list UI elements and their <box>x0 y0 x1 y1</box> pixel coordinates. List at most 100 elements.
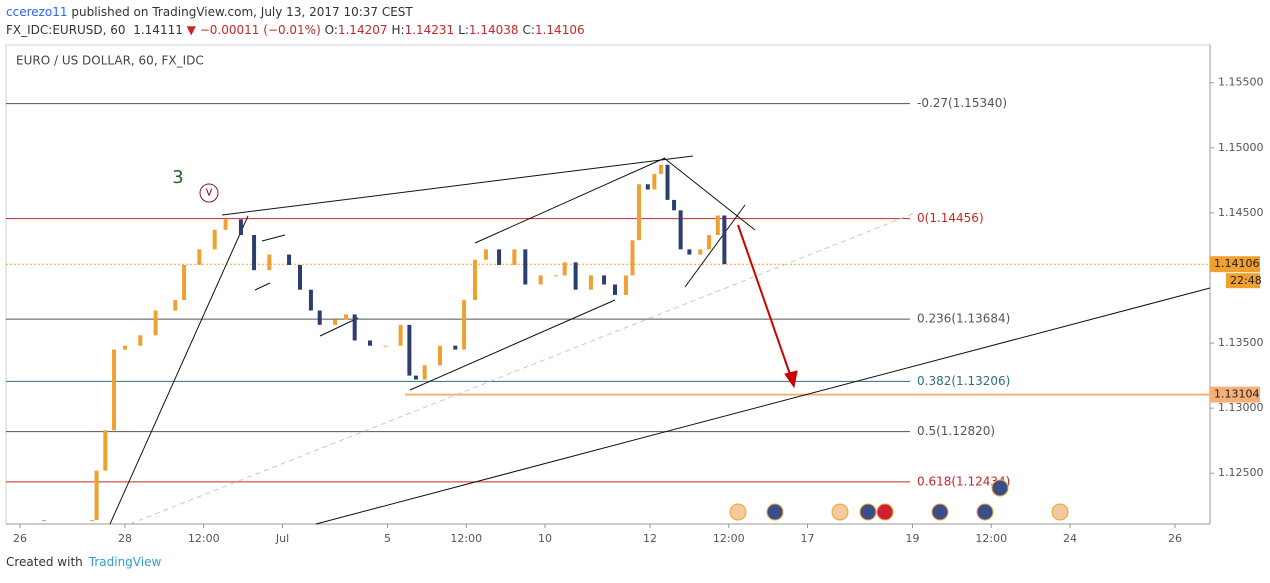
price-tag-label: 1.14106 <box>1214 257 1260 270</box>
candle <box>698 249 703 255</box>
candle <box>212 229 217 250</box>
candle <box>252 235 257 271</box>
candle <box>497 249 502 265</box>
footer: Created with TradingView <box>6 555 161 569</box>
trend-line <box>261 234 286 242</box>
change: ▼ −0.00011 (−0.01%) <box>186 23 321 37</box>
candle <box>123 345 127 350</box>
ohlc-label: O: <box>324 23 338 37</box>
candle <box>153 310 158 336</box>
candle <box>715 215 720 236</box>
x-tick-label: 26 <box>1168 532 1182 545</box>
candle <box>352 314 357 341</box>
wave-circle <box>199 183 219 203</box>
candle <box>473 259 477 301</box>
candle <box>94 470 99 521</box>
trend-line <box>315 287 1211 525</box>
y-tick-label: 1.13000 <box>1218 401 1264 414</box>
trend-line <box>129 212 916 525</box>
fib-label: 0.236(1.13684) <box>917 312 1010 326</box>
candle <box>173 300 178 311</box>
candle <box>287 254 292 265</box>
event-icon <box>729 503 747 521</box>
chart-title: EURO / US DOLLAR, 60, FX_IDC <box>16 54 204 68</box>
fib-label: 0.618(1.12434) <box>917 474 1010 488</box>
candle <box>602 275 607 285</box>
event-icon <box>991 479 1009 497</box>
candle <box>623 275 628 295</box>
price-tag-label: 1.13104 <box>1214 388 1260 401</box>
trend-line <box>409 299 616 391</box>
candle <box>665 164 670 200</box>
fib-label: 0(1.14456) <box>917 211 984 225</box>
candle <box>383 345 388 347</box>
y-tick-label: 1.12500 <box>1218 466 1264 479</box>
x-tick-label: 12:00 <box>188 532 220 545</box>
ohlc-value: 1.14038 <box>468 23 519 37</box>
candle <box>637 184 642 241</box>
trend-line <box>109 215 249 525</box>
candle <box>298 264 302 290</box>
ohlc-value: 1.14106 <box>534 23 585 37</box>
x-tick-label: 26 <box>13 532 27 545</box>
candle <box>588 275 593 290</box>
trend-line <box>221 155 694 216</box>
x-tick-label: 24 <box>1063 532 1077 545</box>
candle <box>197 249 202 265</box>
candle <box>573 262 578 290</box>
candle <box>333 319 337 325</box>
candle <box>238 219 243 236</box>
arrow <box>737 224 793 381</box>
trend-line <box>319 317 359 337</box>
candle <box>42 520 47 522</box>
y-tick-label: 1.15000 <box>1218 141 1264 154</box>
x-tick-label: 12:00 <box>975 532 1007 545</box>
candle <box>722 215 727 265</box>
symbol: FX_IDC:EURUSD, 60 <box>6 23 126 37</box>
candle <box>483 249 488 260</box>
event-icon <box>831 503 849 521</box>
ohlc-label: L: <box>458 23 469 37</box>
ohlc-value: 1.14207 <box>337 23 388 37</box>
candle <box>630 240 635 276</box>
candle <box>453 345 458 350</box>
fib-label: -0.27(1.15340) <box>917 96 1007 110</box>
y-tick-label: 1.15500 <box>1218 76 1264 89</box>
candle <box>645 184 650 190</box>
candle <box>613 284 617 295</box>
candle <box>103 430 108 471</box>
candle <box>462 300 467 350</box>
trend-line <box>474 157 666 244</box>
event-icon <box>931 503 949 521</box>
candle <box>538 275 543 285</box>
price-tag <box>1210 256 1260 273</box>
candle <box>523 249 528 285</box>
candle <box>343 314 348 320</box>
candle <box>687 249 692 255</box>
x-tick-label: 12:00 <box>450 532 482 545</box>
trend-line <box>254 282 271 291</box>
fib-label: 0.5(1.12820) <box>917 424 995 438</box>
fib-label: 0.382(1.13206) <box>917 374 1010 388</box>
x-tick-label: 10 <box>538 532 552 545</box>
candle <box>512 249 517 265</box>
published: published on TradingView.com, July 13, 2… <box>71 5 413 19</box>
x-tick-label: Jul <box>275 532 289 545</box>
candle <box>678 210 683 250</box>
wave-label: 3 <box>172 167 183 188</box>
user[interactable]: ccerezo11 <box>6 5 68 19</box>
candle <box>138 335 143 346</box>
candle <box>317 310 322 325</box>
brand[interactable]: TradingView <box>88 555 162 569</box>
candle <box>562 262 567 276</box>
ohlc: O:1.14207 H:1.14231 L:1.14038 C:1.14106 <box>325 23 589 37</box>
levels: -0.27(1.15340) 0(1.14456) 0.236(1.13684) 0.… <box>6 96 1210 488</box>
created: Created with <box>6 555 83 569</box>
candle <box>112 349 117 431</box>
candle <box>553 275 558 277</box>
candle <box>422 365 427 380</box>
candle <box>413 375 418 380</box>
y-tick-label: 1.14500 <box>1218 206 1264 219</box>
trend-line <box>684 204 746 288</box>
